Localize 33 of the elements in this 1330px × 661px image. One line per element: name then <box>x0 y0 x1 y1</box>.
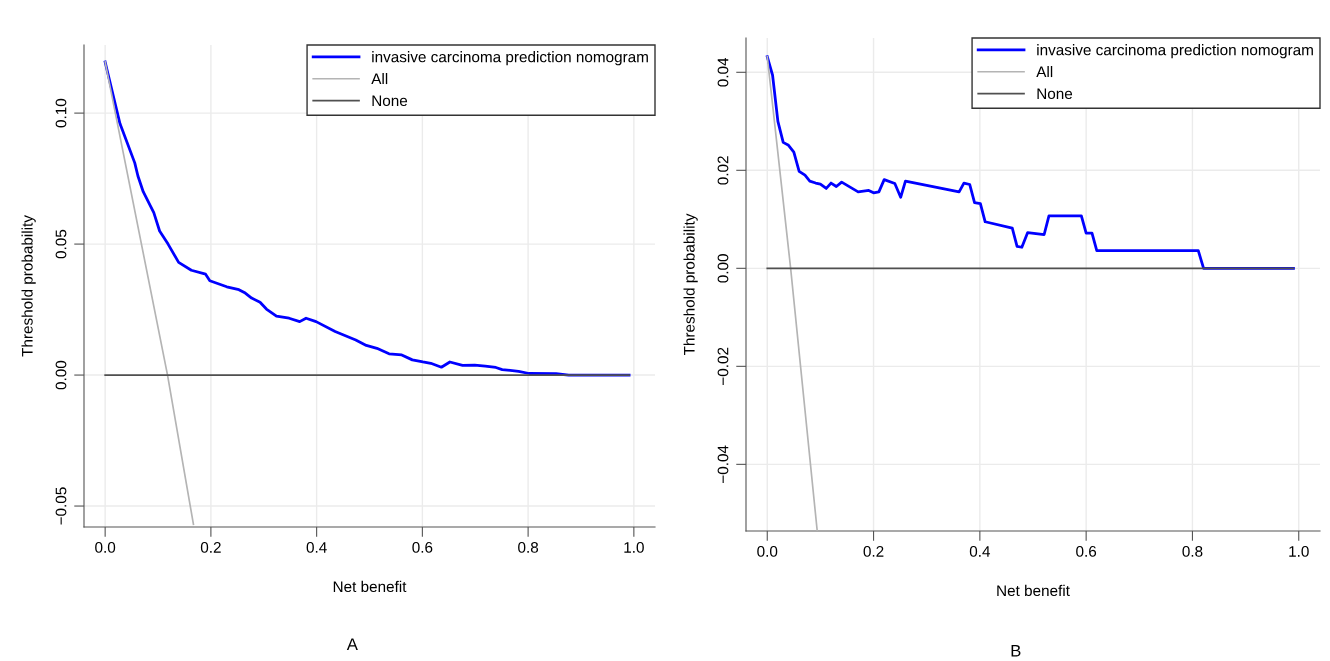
y-tick-label: 0.05 <box>55 229 67 259</box>
x-tick-label: 0.8 <box>518 541 539 553</box>
x-tick-label: 0.8 <box>1182 545 1203 557</box>
text: A <box>346 638 358 650</box>
x-tick-label: 0.2 <box>200 541 221 553</box>
x-tick-label: 0.0 <box>757 545 778 557</box>
x-tick-label: 1.0 <box>1289 545 1309 557</box>
y-tick-label: 0.00 <box>717 254 729 283</box>
y-tick-label: −0.02 <box>717 347 729 385</box>
y-tick-label: −0.04 <box>717 445 729 483</box>
x-tick-label: 0.0 <box>95 541 116 553</box>
y-tick-label: 0.10 <box>55 98 67 128</box>
x-tick-label: 0.2 <box>863 545 884 557</box>
y-axis-title: Threshold probability <box>683 213 698 356</box>
x-tick-label: 0.4 <box>969 545 991 557</box>
y-tick-label: 0.02 <box>717 156 729 185</box>
legend-label: All <box>1036 65 1053 78</box>
legend-label: invasive carcinoma prediction nomogram <box>1037 44 1313 59</box>
x-tick-label: 0.4 <box>306 541 327 553</box>
x-axis-title: Net benefit <box>997 584 1070 597</box>
y-tick-label: 0.04 <box>717 57 729 87</box>
x-axis-title: Net benefit <box>333 580 407 593</box>
x-tick-label: 1.0 <box>624 541 644 553</box>
legend-label: None <box>1037 88 1073 100</box>
y-tick-label: 0.00 <box>55 360 67 390</box>
y-axis-title: Threshold probability <box>21 215 36 357</box>
legend-label: None <box>372 95 408 107</box>
y-tick-label: −0.05 <box>55 487 67 525</box>
x-tick-label: 0.6 <box>1076 545 1097 557</box>
legend-label: invasive carcinoma prediction nomogram <box>372 51 648 66</box>
x-tick-label: 0.6 <box>412 541 433 553</box>
text: B <box>1011 645 1021 657</box>
legend-label: All <box>371 72 388 85</box>
